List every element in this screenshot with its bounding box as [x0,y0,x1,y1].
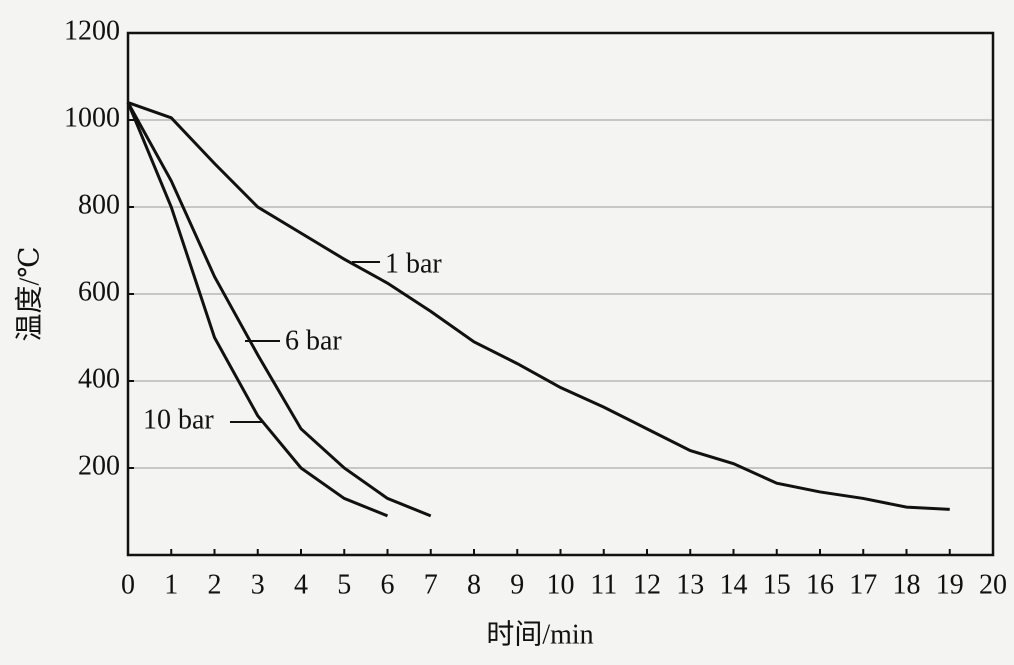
series-line [127,101,950,511]
y-tick-label: 200 [78,450,120,481]
x-tick-label: 8 [467,569,481,600]
series-line [126,101,432,518]
x-tick-label: 13 [676,569,704,600]
x-tick-label: 2 [208,569,222,600]
x-axis-label: 时间/min [486,618,593,650]
x-tick-label: 10 [547,569,575,600]
y-tick-label: 800 [78,189,120,220]
x-tick-label: 1 [164,569,178,600]
x-tick-label: 0 [121,569,135,600]
series-label: 1 bar [385,248,442,279]
x-tick-label: 3 [251,569,265,600]
x-tick-label: 15 [763,569,791,600]
series-line [126,102,389,518]
y-tick-label: 400 [78,363,120,394]
y-tick-label: 1200 [64,15,120,46]
x-tick-label: 6 [381,569,395,600]
x-tick-label: 16 [806,569,834,600]
series-label: 10 bar [143,404,214,435]
x-tick-label: 14 [720,569,748,600]
y-tick-label: 600 [78,276,120,307]
y-tick-label: 1000 [64,102,120,133]
series-label: 6 bar [285,325,342,356]
x-tick-label: 11 [590,569,617,600]
x-tick-label: 20 [979,569,1007,600]
x-tick-label: 7 [424,569,438,600]
x-tick-label: 4 [294,569,308,600]
x-tick-label: 12 [633,569,661,600]
x-tick-label: 17 [849,569,877,600]
y-axis-label: 温度/℃ [13,246,45,341]
x-tick-label: 9 [510,569,524,600]
plot-frame [126,31,995,557]
x-tick-label: 5 [337,569,351,600]
x-tick-label: 19 [936,569,964,600]
x-tick-label: 18 [893,569,921,600]
